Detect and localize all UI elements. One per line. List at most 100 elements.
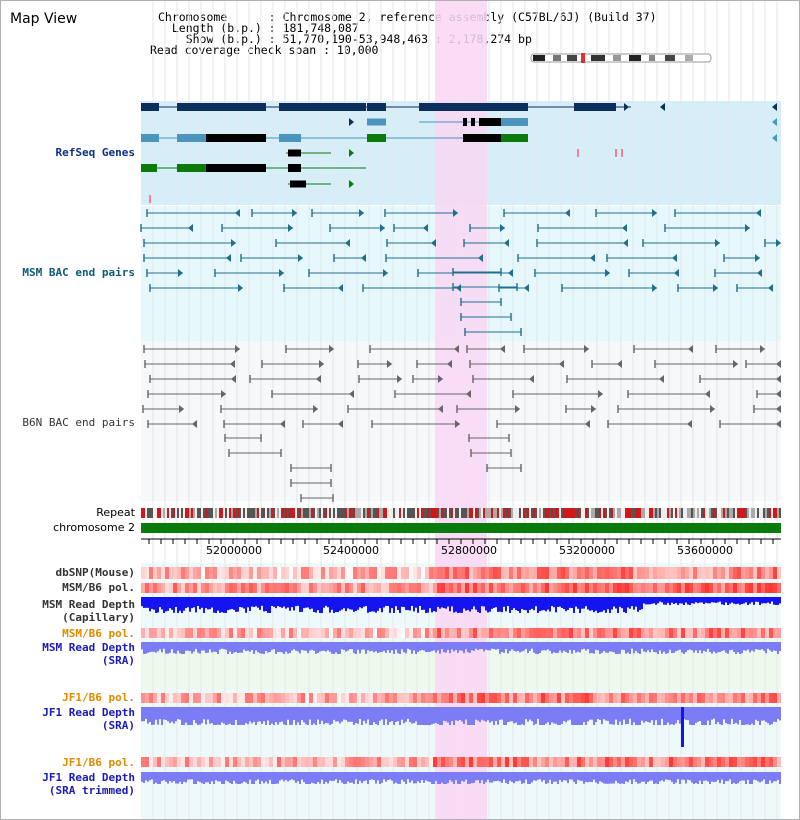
read-depth-bar — [577, 772, 579, 780]
repeat-element — [537, 508, 539, 518]
polymorphism-cell — [237, 693, 241, 703]
read-depth-bar — [313, 707, 315, 724]
repeat-element — [313, 508, 315, 518]
msm-b6-pol-track-1[interactable] — [141, 583, 781, 593]
read-depth-bar — [239, 772, 241, 784]
polymorphism-cell — [245, 693, 249, 703]
jf1-b6-pol-track-2[interactable] — [141, 757, 781, 767]
read-depth-bar — [235, 597, 237, 612]
repeat-element — [517, 508, 519, 518]
polymorphism-cell — [201, 757, 205, 767]
read-depth-bar — [621, 772, 623, 784]
polymorphism-cell — [421, 628, 425, 638]
bac-end-arrow — [672, 254, 677, 262]
repeat-element — [297, 508, 299, 518]
read-depth-bar — [235, 707, 237, 720]
msm-read-depth-capillary-track[interactable] — [141, 597, 781, 613]
polymorphism-cell — [165, 757, 169, 767]
read-depth-bar — [579, 642, 581, 653]
bac-end-arrow — [652, 284, 657, 292]
polymorphism-cell — [305, 693, 309, 703]
read-depth-bar — [485, 597, 487, 611]
read-depth-bar — [629, 642, 631, 654]
repeat-element — [171, 508, 173, 518]
bac-end-arrow — [380, 224, 385, 232]
read-depth-bar — [621, 597, 623, 609]
read-depth-bar — [649, 642, 651, 653]
msm-b6-pol-track-2[interactable] — [141, 628, 781, 638]
repeat-element — [351, 508, 353, 518]
read-depth-bar — [647, 642, 649, 651]
read-depth-bar — [171, 597, 173, 610]
repeat-element — [767, 508, 769, 518]
repeat-element — [643, 508, 645, 518]
polymorphism-cell — [601, 628, 605, 638]
polymorphism-cell — [233, 757, 237, 767]
read-depth-bar — [277, 707, 279, 725]
read-depth-bar — [227, 707, 229, 725]
read-depth-bar — [343, 597, 345, 609]
read-depth-bar — [173, 597, 175, 613]
read-depth-bar — [621, 707, 623, 725]
axis-tick-label: 52800000 — [441, 544, 497, 557]
polymorphism-cell — [701, 757, 705, 767]
read-depth-bar — [239, 642, 241, 653]
polymorphism-cell — [509, 583, 513, 593]
polymorphism-cell — [349, 628, 353, 638]
polymorphism-cell — [681, 567, 685, 579]
read-depth-bar — [441, 772, 443, 783]
read-depth-bar — [431, 772, 433, 784]
read-depth-bar — [749, 707, 751, 725]
repeat-track[interactable] — [141, 508, 781, 518]
polymorphism-cell — [681, 757, 685, 767]
read-depth-bar — [751, 772, 753, 784]
polymorphism-cell — [605, 628, 609, 638]
polymorphism-cell — [161, 757, 165, 767]
read-depth-bar — [293, 707, 295, 721]
polymorphism-cell — [717, 693, 721, 703]
gene-exon — [288, 164, 301, 172]
jf1-read-depth-sra-track[interactable] — [141, 707, 781, 747]
polymorphism-cell — [469, 628, 473, 638]
polymorphism-cell — [733, 757, 737, 767]
polymorphism-cell — [561, 693, 565, 703]
polymorphism-cell — [289, 583, 293, 593]
polymorphism-cell — [657, 567, 661, 579]
polymorphism-cell — [605, 757, 609, 767]
repeat-element — [659, 508, 661, 518]
read-depth-bar — [691, 772, 693, 783]
read-depth-bar — [229, 707, 231, 724]
msm-read-depth-sra-track[interactable] — [141, 642, 781, 654]
polymorphism-cell — [189, 628, 193, 638]
refseq-gene-track[interactable] — [141, 103, 777, 203]
read-depth-bar — [691, 642, 693, 651]
read-depth-bar — [633, 707, 635, 723]
read-depth-bar — [169, 772, 171, 781]
read-depth-bar — [339, 642, 341, 654]
read-depth-bar — [217, 707, 219, 725]
read-depth-bar — [625, 597, 627, 613]
polymorphism-cell — [397, 693, 401, 703]
polymorphism-cell — [517, 693, 521, 703]
position-axis — [141, 538, 781, 544]
jf1-b6-pol-track-1[interactable] — [141, 693, 781, 703]
polymorphism-cell — [177, 628, 181, 638]
chromosome-ideogram[interactable] — [530, 53, 712, 63]
read-depth-bar — [345, 597, 347, 612]
read-depth-bar — [735, 772, 737, 784]
repeat-element — [771, 508, 773, 518]
polymorphism-cell — [521, 583, 525, 593]
dbsnp-track[interactable] — [141, 567, 781, 579]
read-depth-bar — [445, 707, 447, 722]
msm-bac-track[interactable] — [140, 209, 781, 336]
jf1-read-depth-trimmed-track[interactable] — [141, 772, 781, 784]
polymorphism-cell — [497, 567, 501, 579]
read-depth-bar — [249, 642, 251, 652]
read-depth-bar — [659, 642, 661, 651]
polymorphism-cell — [629, 567, 633, 579]
read-depth-bar — [641, 707, 643, 721]
read-depth-bar — [219, 772, 221, 782]
b6n-bac-track[interactable] — [142, 345, 781, 502]
bac-end-arrow — [221, 390, 226, 398]
